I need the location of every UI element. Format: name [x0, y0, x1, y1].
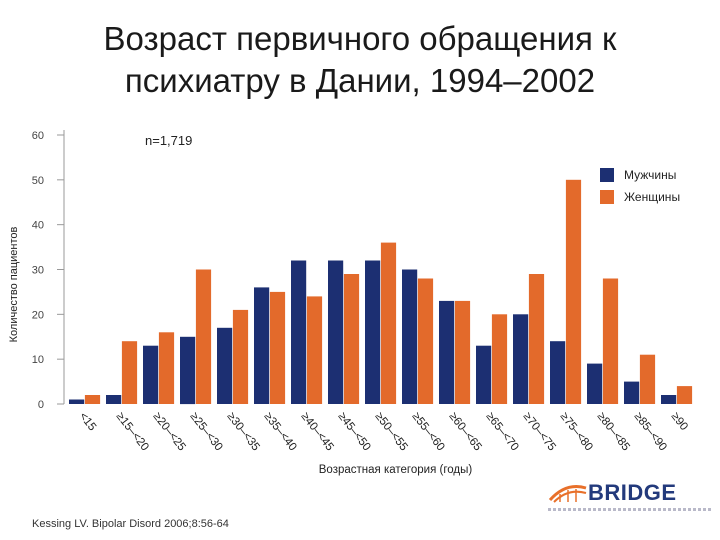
x-tick-label: <15: [77, 410, 98, 433]
title-line-1: Возраст первичного обращения к: [103, 20, 617, 57]
slide-title: Возраст первичного обращения к психиатру…: [0, 18, 720, 102]
bar-men: [365, 260, 381, 404]
x-tick-label: ≥55–<60: [410, 410, 447, 453]
bar-men: [439, 300, 455, 404]
x-tick-label: ≥65–<70: [484, 410, 521, 453]
bar-men: [550, 341, 566, 404]
bar-men: [661, 395, 677, 404]
bar-women: [639, 354, 656, 404]
y-tick-label: 60: [32, 130, 44, 142]
bar-men: [254, 287, 270, 404]
legend-label-women: Женщины: [624, 190, 680, 204]
bar-women: [269, 291, 286, 404]
citation: Kessing LV. Bipolar Disord 2006;8:56-64: [32, 518, 229, 530]
x-tick-label: ≥40–<45: [299, 410, 336, 453]
bar-women: [454, 300, 471, 404]
bar-women: [232, 309, 249, 404]
x-tick-label: ≥30–<35: [225, 410, 262, 453]
bar-men: [143, 345, 159, 404]
bar-men: [402, 269, 418, 404]
bar-women: [306, 296, 323, 404]
bar-women: [602, 278, 619, 404]
bar-men: [106, 395, 122, 404]
x-tick-label: ≥70–<75: [521, 410, 558, 453]
y-tick-label: 10: [32, 354, 44, 366]
bar-men: [328, 260, 344, 404]
bar-women: [565, 179, 582, 404]
legend-swatch-men: [600, 168, 614, 182]
y-tick-label: 50: [32, 175, 44, 187]
title-line-2: психиатру в Дании, 1994–2002: [124, 62, 596, 99]
y-tick-label: 30: [32, 265, 44, 277]
bar-men: [587, 363, 603, 404]
sample-size-annotation: n=1,719: [145, 133, 192, 148]
y-tick-label: 40: [32, 220, 44, 232]
bar-men: [180, 336, 196, 405]
x-tick-label: ≥90: [669, 410, 690, 432]
x-tick-label: ≥35–<40: [262, 410, 299, 453]
bar-women: [491, 314, 508, 404]
x-axis-label: Возрастная категория (годы): [319, 464, 473, 476]
bar-women: [158, 332, 175, 404]
bar-men: [291, 260, 307, 404]
x-tick-label: ≥15–<20: [114, 410, 151, 453]
bridge-swoosh-icon: [548, 485, 587, 503]
y-tick-label: 20: [32, 309, 44, 321]
bar-women: [417, 278, 434, 404]
x-tick-label: ≥50–<55: [373, 410, 410, 453]
bar-men: [217, 327, 233, 404]
bar-women: [343, 274, 360, 404]
bar-women: [380, 242, 397, 404]
logo-tagline: [548, 508, 713, 511]
x-tick-label: ≥80–<85: [595, 410, 632, 453]
bar-men: [513, 314, 529, 404]
bar-men: [476, 345, 492, 404]
bar-women: [676, 386, 693, 404]
y-tick-label: 0: [38, 399, 44, 411]
bar-men: [69, 399, 85, 404]
legend-swatch-women: [600, 190, 614, 204]
x-tick-label: ≥45–<50: [336, 410, 373, 453]
bar-women: [195, 269, 212, 404]
bridge-logo-text: BRIDGE: [588, 480, 677, 505]
bar-women: [84, 395, 101, 404]
bar-men: [624, 381, 640, 404]
y-axis-label: Количество пациентов: [8, 226, 20, 342]
x-tick-label: ≥20–<25: [151, 410, 188, 453]
x-tick-label: ≥85–<90: [632, 410, 669, 453]
x-tick-label: ≥25–<30: [188, 410, 225, 453]
legend-label-men: Мужчины: [624, 168, 676, 182]
x-tick-label: ≥60–<65: [447, 410, 484, 453]
bar-women: [528, 274, 545, 404]
bar-women: [121, 341, 138, 404]
bridge-logo: BRIDGE: [548, 478, 713, 518]
x-tick-label: ≥75–<80: [558, 410, 595, 453]
